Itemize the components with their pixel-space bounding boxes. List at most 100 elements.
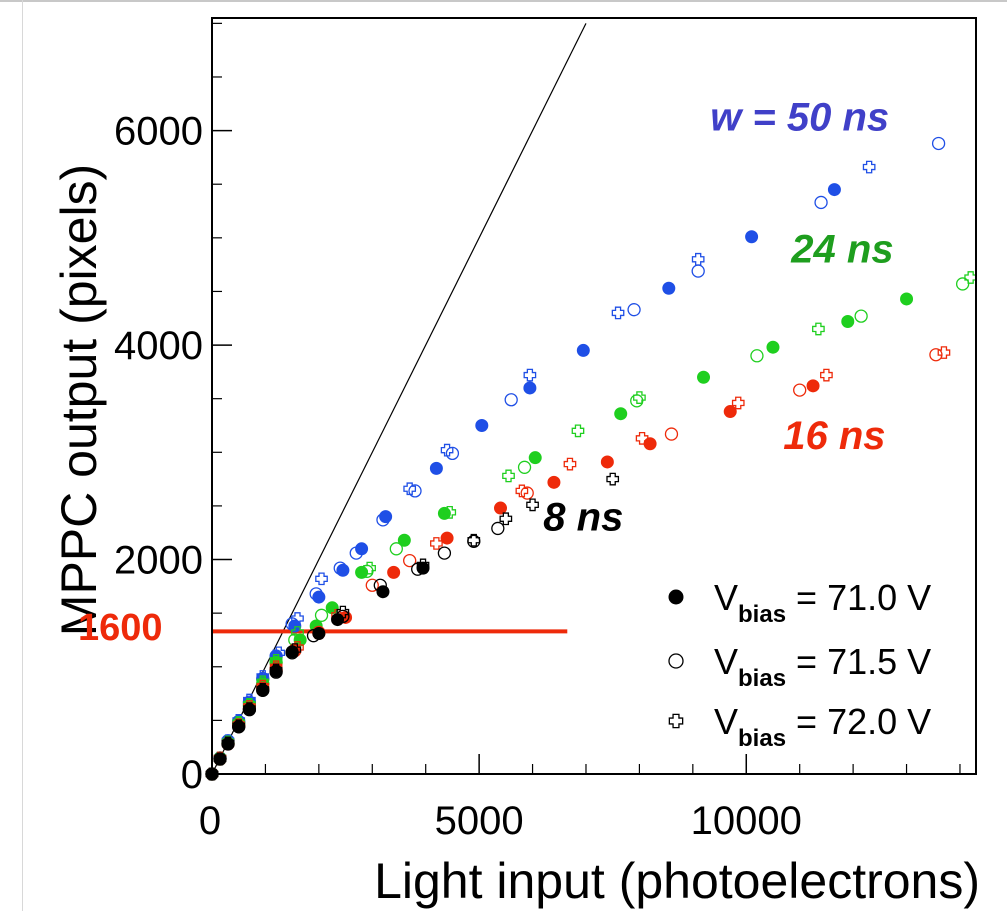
- data-point: [547, 475, 561, 489]
- data-point: [333, 561, 347, 575]
- data-point: [664, 427, 679, 441]
- data-point: [766, 340, 780, 354]
- data-point: [309, 587, 323, 601]
- data-point: [812, 322, 825, 336]
- data-point: [635, 432, 649, 445]
- axis-ticks-layer: 0 5000 10000 0 2000 4000 6000: [114, 22, 961, 843]
- data-point: [563, 457, 577, 471]
- data-point: [515, 484, 529, 498]
- data-point: [365, 578, 379, 592]
- data-points-layer: [205, 136, 978, 781]
- data-point: [691, 264, 705, 278]
- data-point: [430, 537, 443, 550]
- data-point: [376, 513, 390, 527]
- data-point: [600, 455, 614, 469]
- x-tick-label: 10000: [691, 799, 802, 843]
- data-point: [614, 407, 628, 421]
- data-point: [475, 418, 489, 432]
- annotation-8-ns: 8 ns: [543, 496, 623, 540]
- data-point: [523, 368, 537, 382]
- data-point: [523, 381, 537, 395]
- data-point: [467, 533, 481, 547]
- y-tick-label: 4000: [114, 324, 203, 368]
- data-point: [745, 230, 759, 244]
- data-point: [697, 370, 711, 384]
- data-point: [397, 533, 411, 547]
- data-point: [314, 608, 329, 622]
- data-point: [403, 482, 417, 496]
- data-point: [355, 542, 369, 556]
- data-point: [291, 612, 304, 625]
- data-point: [750, 349, 764, 363]
- data-point: [662, 281, 676, 295]
- data-point: [820, 368, 833, 382]
- data-point: [288, 643, 302, 656]
- y-axis-title: MPPC output (pixels): [51, 164, 107, 636]
- data-point: [576, 343, 590, 357]
- legend-label: Vbias = 72.0 V: [714, 701, 931, 752]
- data-point: [731, 396, 745, 410]
- data-point: [429, 461, 443, 475]
- data-point: [526, 498, 539, 512]
- window-left-border: [22, 0, 23, 911]
- data-point: [437, 546, 452, 560]
- data-point: [256, 682, 270, 696]
- data-point: [336, 605, 350, 619]
- data-point: [691, 252, 705, 266]
- data-point: [336, 609, 350, 624]
- data-point: [440, 443, 454, 457]
- annotation-24-ns: 24 ns: [790, 227, 893, 271]
- data-point: [643, 437, 657, 451]
- reference-line-layer: [212, 23, 587, 774]
- legend-label: Vbias = 71.5 V: [714, 641, 931, 692]
- data-point: [520, 486, 534, 500]
- data-point: [931, 136, 946, 151]
- data-point: [232, 719, 246, 733]
- data-point: [606, 472, 620, 486]
- plot-area-frame: [211, 17, 977, 775]
- data-point: [611, 306, 625, 320]
- annotation-16-ns: 16 ns: [783, 414, 885, 458]
- data-point: [403, 553, 417, 568]
- data-point: [517, 460, 532, 474]
- data-point: [312, 590, 326, 604]
- data-point: [440, 531, 454, 545]
- data-point: [416, 558, 430, 572]
- data-point: [827, 183, 841, 197]
- data-point: [363, 561, 376, 575]
- data-point: [841, 314, 855, 328]
- y-tick-label: 0: [181, 753, 203, 797]
- data-point: [379, 510, 393, 524]
- data-point: [306, 629, 321, 643]
- legend: Vbias = 71.0 V Vbias = 71.5 V Vbias = 72.0…: [668, 577, 931, 752]
- data-point: [793, 383, 807, 397]
- data-point: [349, 546, 363, 560]
- legend-marker-open-cross: [668, 713, 684, 729]
- legend-label: Vbias = 71.0 V: [714, 577, 931, 628]
- data-point: [408, 484, 422, 498]
- data-point: [627, 303, 641, 317]
- data-point: [528, 451, 542, 465]
- data-point: [806, 379, 820, 393]
- y-tick-label: 6000: [114, 110, 203, 154]
- annotations-layer: w = 50 ns 24 ns 16 ns 8 ns: [543, 96, 893, 540]
- data-point: [269, 663, 283, 677]
- data-point: [205, 767, 219, 781]
- data-point: [389, 542, 403, 556]
- data-point: [723, 405, 737, 419]
- x-axis-title: Light input (photoelectrons): [374, 853, 980, 909]
- data-point: [491, 521, 505, 536]
- data-point: [955, 277, 970, 291]
- data-point: [221, 736, 235, 750]
- data-point: [443, 505, 457, 519]
- x-tick-label: 5000: [435, 799, 524, 843]
- data-point: [387, 565, 401, 579]
- data-point: [373, 578, 387, 592]
- legend-marker-filled-circle: [668, 589, 684, 605]
- data-point: [325, 601, 339, 615]
- data-point: [937, 346, 951, 359]
- threshold-label: 1600: [78, 607, 163, 649]
- data-point: [502, 469, 515, 483]
- data-point: [633, 391, 646, 404]
- data-point: [315, 572, 328, 586]
